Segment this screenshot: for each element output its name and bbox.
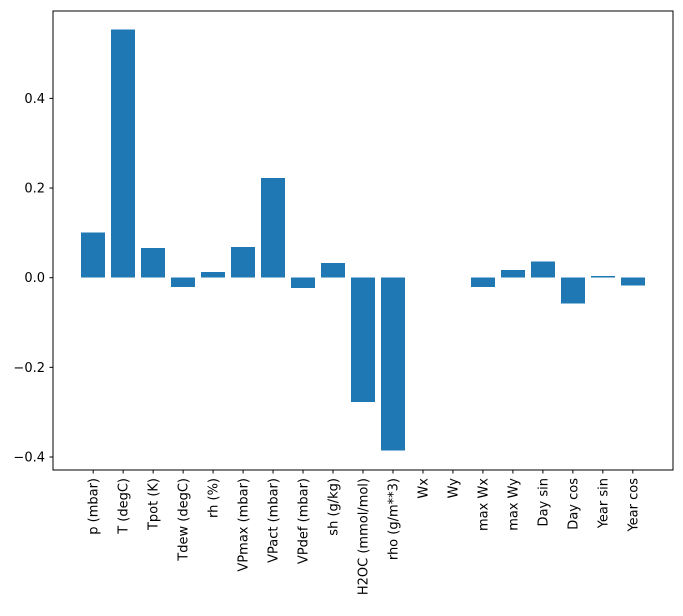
x-tick-label: max Wy (506, 478, 521, 531)
x-tick-label: VPdef (mbar) (297, 478, 312, 564)
bar (470, 277, 495, 288)
y-tick-label: 0.2 (24, 182, 45, 197)
bar (500, 270, 525, 278)
bar (171, 277, 196, 288)
x-tick-label: VPact (mbar) (267, 478, 282, 563)
x-tick-label: Year cos (626, 478, 641, 533)
x-tick-label: Day cos (566, 478, 581, 530)
bar (231, 247, 256, 278)
x-tick-label: Day sin (536, 478, 551, 526)
x-tick-label: Year sin (596, 478, 611, 529)
x-tick-label: VPmax (mbar) (237, 478, 252, 572)
bar (321, 262, 346, 278)
y-tick-label: −0.4 (13, 451, 45, 466)
bar (111, 29, 136, 278)
x-tick-label: max Wx (476, 478, 491, 531)
x-tick-label: rh (%) (207, 478, 222, 518)
x-tick-label: Wx (416, 478, 431, 499)
bar (351, 277, 375, 402)
y-tick-label: −0.2 (13, 361, 45, 376)
bar (261, 177, 286, 278)
x-tick-label: Tdew (degC) (177, 478, 192, 562)
x-tick-label: rho (g/m**3) (386, 478, 401, 560)
bar (530, 261, 555, 278)
bar (380, 277, 405, 451)
x-tick-label: Wy (446, 478, 461, 499)
x-tick-label: p (mbar) (87, 478, 102, 535)
bar (141, 248, 166, 278)
x-tick-label: sh (g/kg) (327, 478, 342, 536)
bar (620, 277, 645, 286)
y-tick-label: 0.4 (24, 92, 45, 107)
bar (560, 277, 585, 304)
x-tick-label: H2OC (mmol/mol) (357, 478, 372, 595)
x-tick-label: T (degC) (117, 478, 132, 535)
bar (590, 275, 615, 278)
bar (201, 271, 226, 278)
bar (81, 232, 106, 278)
bar (291, 277, 316, 289)
x-tick-label: Tpot (K) (147, 478, 162, 531)
y-tick-label: 0.0 (24, 271, 45, 286)
